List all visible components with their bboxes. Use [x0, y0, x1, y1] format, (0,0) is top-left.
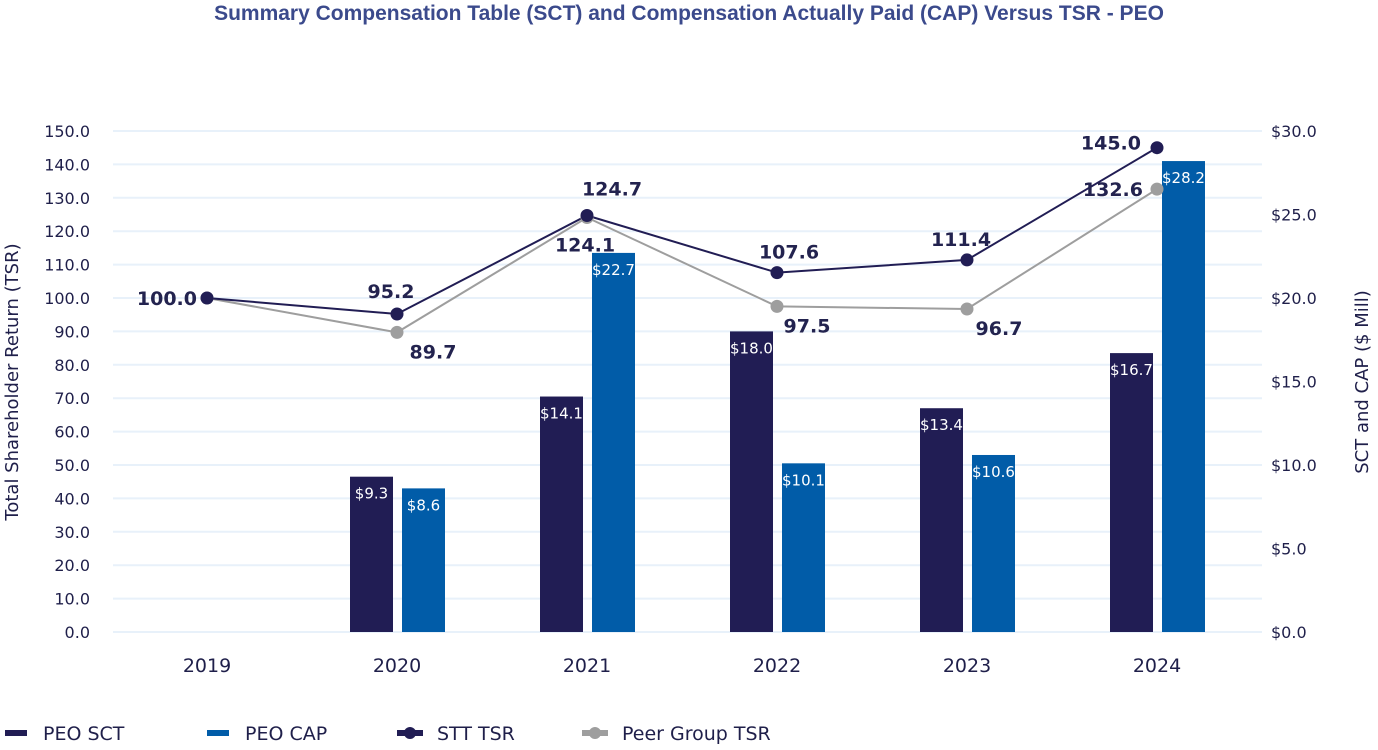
peo-cap-bar	[402, 488, 445, 632]
stt-tsr-marker	[1150, 141, 1164, 155]
legend-swatch	[207, 730, 229, 736]
peer-group-tsr-point-label: 89.7	[410, 341, 457, 363]
peo-sct-bar-label: $16.7	[1110, 361, 1153, 379]
peo-sct-bar-label: $14.1	[540, 405, 583, 423]
peo-sct-bar-label: $9.3	[355, 485, 388, 503]
stt-tsr-point-label: 124.7	[582, 179, 642, 201]
legend-marker	[404, 727, 416, 739]
left-tick-label: 100.0	[44, 289, 90, 308]
stt-tsr-line	[206, 146, 1158, 316]
peer-group-tsr-marker	[390, 325, 404, 339]
peer-group-tsr-point-label: 96.7	[976, 318, 1023, 340]
right-tick-label: $10.0	[1271, 456, 1317, 475]
legend: PEO SCT PEO CAP STT TSR Peer Group TSR	[5, 723, 771, 745]
legend-label: STT TSR	[437, 723, 515, 745]
right-tick-label: $20.0	[1271, 289, 1317, 308]
stt-tsr-marker	[390, 307, 404, 321]
peer-group-tsr-marker	[1150, 182, 1164, 196]
peo-cap-bar	[972, 454, 1015, 632]
right-tick-label: $0.0	[1271, 623, 1307, 642]
x-tick-label: 2022	[753, 655, 801, 677]
peo-sct-bar	[1110, 353, 1153, 632]
right-tick-label: $30.0	[1271, 122, 1317, 141]
legend-item-peo-sct: PEO SCT	[5, 723, 125, 745]
left-tick-label: 120.0	[44, 222, 90, 241]
left-tick-label: 10.0	[54, 590, 90, 609]
peo-sct-bar-label: $18.0	[730, 339, 773, 357]
stt-tsr-marker	[960, 253, 974, 267]
stt-tsr-point-label: 95.2	[368, 281, 415, 303]
peer-group-tsr-point-label: 124.1	[555, 235, 615, 257]
left-tick-label: 140.0	[44, 155, 90, 174]
bars	[350, 161, 1205, 632]
left-tick-label: 0.0	[65, 623, 90, 642]
peo-sct-bar	[730, 331, 773, 632]
left-tick-label: 150.0	[44, 122, 90, 141]
stt-tsr-point-label: 145.0	[1081, 133, 1141, 155]
peo-cap-bar	[782, 463, 825, 632]
legend-item-peo-cap: PEO CAP	[207, 723, 327, 745]
peo-sct-bar	[350, 476, 393, 632]
x-axis-ticks: 2019 2020 2021 2022 2023 2024	[183, 655, 1181, 677]
legend-swatch	[5, 730, 27, 736]
stt-tsr-point-label: 111.4	[931, 229, 991, 251]
peo-sct-bar	[920, 408, 963, 632]
left-tick-label: 20.0	[54, 556, 90, 575]
x-tick-label: 2021	[563, 655, 611, 677]
peo-cap-bar-label: $10.1	[782, 471, 825, 489]
chart-title: Summary Compensation Table (SCT) and Com…	[214, 2, 1164, 25]
gridlines	[113, 130, 1262, 633]
legend-label: PEO CAP	[245, 723, 327, 745]
peer-group-tsr-point-label: 132.6	[1083, 179, 1143, 201]
right-tick-label: $15.0	[1271, 373, 1317, 392]
left-tick-label: 110.0	[44, 256, 90, 275]
peo-sct-bar-label: $13.4	[920, 416, 963, 434]
legend-label: PEO SCT	[43, 723, 125, 745]
left-tick-label: 30.0	[54, 523, 90, 542]
left-axis-ticks: 0.0 10.0 20.0 30.0 40.0 50.0 60.0 70.0 80.0 90.0 1…	[44, 122, 90, 642]
stt-tsr-point-label: 107.6	[759, 242, 819, 264]
stt-tsr-point-label: 100.0	[137, 288, 197, 310]
right-axis-title: SCT and CAP ($ Mill)	[1352, 290, 1373, 474]
stt-tsr-marker	[200, 291, 214, 305]
right-tick-label: $5.0	[1271, 540, 1307, 559]
left-tick-label: 90.0	[54, 322, 90, 341]
x-tick-label: 2020	[373, 655, 421, 677]
data-labels: $9.3 $14.1 $18.0 $13.4 $16.7 $8.6 $22.7 $10.1 $1…	[137, 133, 1205, 515]
peer-group-tsr-line	[206, 188, 1158, 334]
left-tick-label: 40.0	[54, 489, 90, 508]
peer-group-tsr-marker	[960, 302, 974, 316]
right-axis-ticks: $0.0 $5.0 $10.0 $15.0 $20.0 $25.0 $30.0	[1271, 122, 1317, 642]
left-axis-title: Total Shareholder Return (TSR)	[2, 243, 23, 521]
left-tick-label: 50.0	[54, 456, 90, 475]
peo-cap-bar-label: $10.6	[972, 463, 1015, 481]
stt-tsr-marker	[580, 209, 594, 223]
x-tick-label: 2024	[1133, 655, 1181, 677]
peo-cap-bar-label: $28.2	[1162, 169, 1205, 187]
legend-item-stt-tsr: STT TSR	[397, 723, 515, 745]
legend-label: Peer Group TSR	[622, 723, 771, 745]
x-tick-label: 2019	[183, 655, 231, 677]
peo-cap-bar-label: $22.7	[592, 261, 635, 279]
left-tick-label: 70.0	[54, 389, 90, 408]
peo-cap-bar-label: $8.6	[407, 496, 440, 514]
peer-group-tsr-point-label: 97.5	[784, 315, 831, 337]
right-tick-label: $25.0	[1271, 206, 1317, 225]
x-tick-label: 2023	[943, 655, 991, 677]
peo-cap-bar	[592, 252, 635, 632]
stt-tsr-marker	[770, 266, 784, 280]
left-tick-label: 60.0	[54, 423, 90, 442]
peo-sct-bar	[540, 396, 583, 632]
peer-group-tsr-marker	[770, 299, 784, 313]
left-tick-label: 130.0	[44, 189, 90, 208]
lines	[200, 141, 1164, 339]
legend-item-peer-group-tsr: Peer Group TSR	[582, 723, 771, 745]
left-tick-label: 80.0	[54, 356, 90, 375]
peo-cap-bar	[1162, 161, 1205, 632]
legend-marker	[589, 727, 601, 739]
